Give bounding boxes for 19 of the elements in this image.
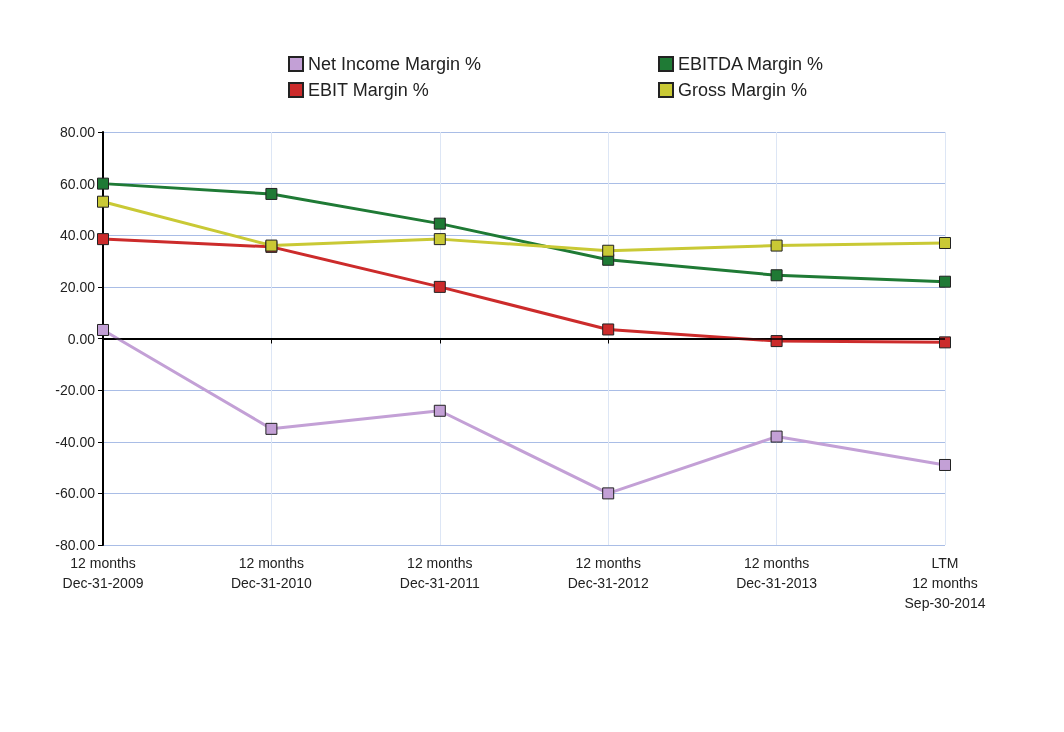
x-tick-label: 12 months Dec-31-2011 bbox=[399, 555, 480, 591]
y-tick-label: 40.00 bbox=[59, 227, 96, 244]
x-tick-label: 12 months Dec-31-2012 bbox=[567, 555, 649, 591]
x-tick-label: 12 months Dec-31-2009 bbox=[62, 555, 144, 591]
legend-label: Net Income Margin % bbox=[308, 54, 482, 74]
legend-label: EBITDA Margin % bbox=[678, 54, 824, 74]
x-tick-label: 12 months Dec-31-2010 bbox=[230, 555, 313, 591]
x-tick-label: LTM 12 months Sep-30-2014 bbox=[904, 555, 986, 611]
y-tick-label: -80.00 bbox=[55, 537, 96, 553]
y-tick-label: 80.00 bbox=[59, 124, 96, 140]
x-tick-label: 12 months Dec-31-2013 bbox=[736, 555, 818, 591]
y-tick-label: -40.00 bbox=[55, 433, 96, 450]
y-tick-label: 0.00 bbox=[67, 330, 96, 347]
legend-label: Gross Margin % bbox=[678, 80, 808, 100]
y-tick-label: 60.00 bbox=[59, 175, 96, 192]
legend-label: EBIT Margin % bbox=[308, 80, 429, 100]
y-tick-label: 20.00 bbox=[59, 278, 96, 295]
y-tick-label: -60.00 bbox=[55, 485, 96, 502]
y-tick-label: -20.00 bbox=[55, 382, 96, 399]
